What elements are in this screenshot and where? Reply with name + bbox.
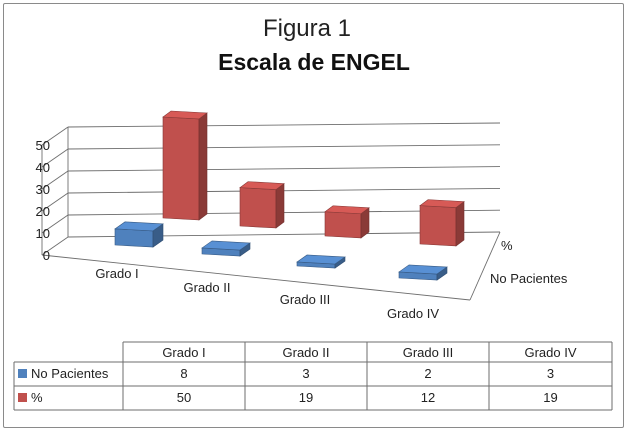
- bar-no-pacientes: [114, 221, 164, 248]
- x-category-label: Grado II: [184, 280, 231, 295]
- depth-axis-label-percent: %: [501, 238, 513, 253]
- y-tick-label: 50: [36, 138, 50, 153]
- table-value-cell: 3: [302, 366, 309, 381]
- table-value-cell: 8: [180, 366, 187, 381]
- x-category-label: Grado I: [95, 266, 138, 281]
- bar-percent: [324, 205, 370, 239]
- y-tick-label: 40: [36, 160, 50, 175]
- depth-axis-label-no-pacientes: No Pacientes: [490, 271, 568, 286]
- x-category-label: Grado IV: [387, 306, 439, 321]
- table-value-cell: 19: [299, 390, 313, 405]
- table-header-cell: Grado III: [403, 345, 454, 360]
- table-row-label: No Pacientes: [31, 366, 109, 381]
- table-value-cell: 19: [543, 390, 557, 405]
- bar-no-pacientes: [201, 240, 251, 257]
- bar-no-pacientes: [398, 264, 448, 281]
- chart-title: Figura 1: [263, 15, 351, 42]
- table-value-cell: 3: [547, 366, 554, 381]
- table-value-cell: 12: [421, 390, 435, 405]
- table-header-cell: Grado I: [162, 345, 205, 360]
- legend-key: [18, 393, 27, 402]
- table-value-cell: 2: [424, 366, 431, 381]
- bar-no-pacientes: [296, 254, 346, 269]
- bar-percent: [239, 181, 285, 229]
- table-row-label: %: [31, 390, 43, 405]
- y-tick-label: 0: [43, 248, 50, 263]
- y-tick-label: 10: [36, 226, 50, 241]
- table-header-cell: Grado IV: [524, 345, 576, 360]
- y-tick-label: 20: [36, 204, 50, 219]
- table-header-cell: Grado II: [283, 345, 330, 360]
- bar-percent: [162, 110, 208, 221]
- x-category-label: Grado III: [280, 292, 331, 307]
- legend-key: [18, 369, 27, 378]
- bar-percent: [419, 199, 465, 247]
- chart-frame: [3, 3, 624, 428]
- y-tick-label: 30: [36, 182, 50, 197]
- chart-subtitle: Escala de ENGEL: [218, 49, 410, 75]
- table-value-cell: 50: [177, 390, 191, 405]
